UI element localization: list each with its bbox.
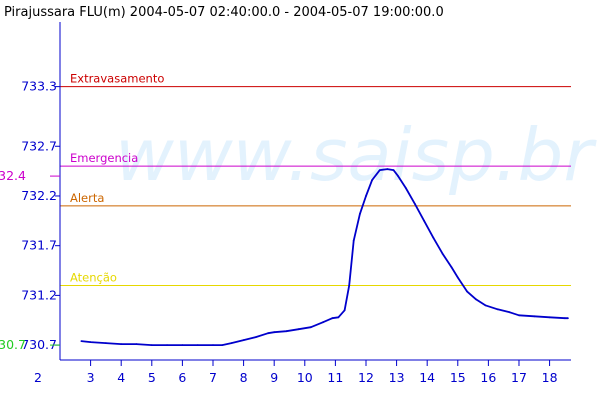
y-tick-label: 732.2 (21, 188, 57, 203)
data-point (212, 344, 214, 346)
data-point (567, 317, 569, 320)
y-tick-label: 732.7 (21, 138, 57, 153)
min-value-label: 730.7 (0, 337, 26, 352)
x-tick-label: 3 (87, 370, 95, 385)
data-point (337, 316, 340, 319)
data-point (466, 290, 468, 293)
data-point (397, 175, 399, 178)
data-point (432, 236, 435, 239)
data-point (166, 344, 169, 346)
data-point (196, 344, 199, 346)
threshold-label: Atenção (70, 270, 117, 284)
data-point (343, 309, 346, 312)
x-tick-label: 5 (148, 370, 156, 385)
data-point (80, 340, 83, 342)
x-tick-label: 7 (209, 370, 217, 385)
data-point (475, 298, 477, 301)
data-point (548, 316, 551, 319)
y-tick-label: 731.7 (21, 238, 57, 253)
data-point (564, 317, 566, 320)
data-point (518, 314, 520, 317)
x-tick-label: 18 (542, 370, 558, 385)
data-point (359, 213, 361, 215)
data-point (371, 179, 373, 182)
data-point (254, 336, 257, 338)
data-point (348, 284, 351, 287)
x-tick-label: 12 (358, 370, 374, 385)
x-tick-label: 9 (270, 370, 278, 385)
y-tick-label: 731.2 (21, 287, 57, 302)
data-point (365, 195, 367, 197)
data-point (285, 330, 288, 333)
data-point (533, 315, 536, 318)
data-point (386, 168, 389, 171)
threshold-lines: Extravasamento Emergencia Alerta Atenção (60, 72, 571, 286)
y-axis: 730.7 731.2 731.7 732.2 732.7 733.3 730.7 732.4 (0, 22, 61, 360)
data-point (496, 308, 499, 311)
data-point (221, 344, 224, 346)
x-tick-label: 14 (419, 370, 435, 385)
data-point (456, 276, 459, 279)
data-point (423, 219, 425, 222)
x-tick-label: 10 (297, 370, 313, 385)
data-point (331, 317, 334, 320)
data-point (267, 332, 269, 335)
series-group (80, 168, 569, 346)
data-point (105, 342, 107, 344)
data-point (150, 344, 153, 346)
x-tick-label: 8 (240, 370, 248, 385)
x-tick-label: 2 (34, 370, 42, 385)
data-point (322, 321, 324, 324)
threshold-label: Alerta (70, 191, 104, 205)
y-tick-label: 733.3 (21, 79, 57, 94)
threshold-label: Emergencia (70, 151, 138, 165)
data-point (508, 311, 511, 314)
x-tick-label: 6 (178, 370, 186, 385)
data-point (441, 252, 444, 255)
x-tick-label: 4 (117, 370, 125, 385)
data-point (392, 169, 395, 172)
x-tick-label: 11 (327, 370, 343, 385)
data-point (352, 239, 355, 242)
data-point (89, 341, 92, 343)
x-tick-label: 15 (450, 370, 466, 385)
data-point (120, 343, 123, 345)
x-tick-label: 13 (389, 370, 405, 385)
data-point (310, 326, 312, 329)
data-point (273, 331, 276, 334)
data-point (135, 343, 138, 345)
data-point (230, 342, 233, 344)
data-point (297, 328, 300, 331)
data-point (450, 266, 453, 269)
max-value-label: 732.4 (0, 168, 26, 183)
data-point (484, 304, 487, 307)
data-point (242, 339, 245, 341)
data-point (181, 344, 184, 346)
x-tick-label: 16 (480, 370, 496, 385)
y-tick-label: 730.7 (21, 337, 57, 352)
chart-title: Pirajussara FLU(m) 2004-05-07 02:40:00.0… (4, 5, 444, 20)
threshold-label: Extravasamento (70, 72, 164, 86)
watermark-text: www.saisp.br (115, 113, 597, 197)
x-axis: 2 3 4 5 6 7 8 9 10 11 12 13 14 15 16 17 18 (34, 359, 571, 385)
data-point (378, 169, 381, 172)
data-point (404, 187, 407, 189)
x-tick-label: 17 (511, 370, 527, 385)
data-point (414, 203, 416, 205)
